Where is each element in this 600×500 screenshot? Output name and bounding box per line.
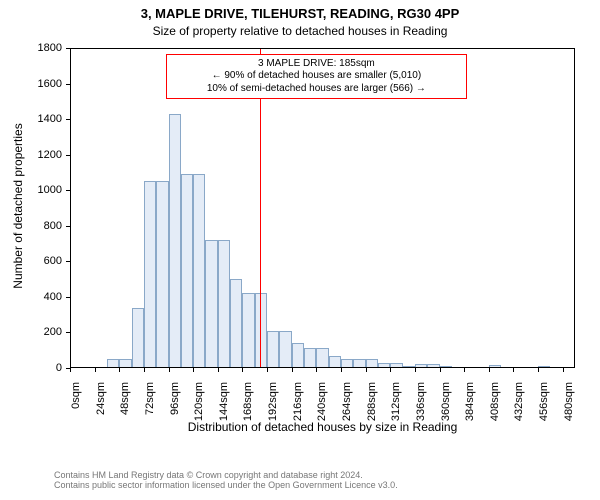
x-tick-mark [563, 368, 564, 372]
x-tick-mark [366, 368, 367, 372]
x-axis-label: Distribution of detached houses by size … [70, 420, 575, 434]
x-tick-mark [70, 368, 71, 372]
y-tick-mark [66, 119, 70, 120]
y-tick-label: 200 [0, 326, 62, 338]
x-tick-mark [242, 368, 243, 372]
x-tick-mark [144, 368, 145, 372]
y-tick-mark [66, 297, 70, 298]
y-tick-mark [66, 332, 70, 333]
y-tick-mark [66, 155, 70, 156]
y-tick-label: 1000 [0, 184, 62, 196]
x-tick-mark [95, 368, 96, 372]
y-tick-label: 800 [0, 220, 62, 232]
x-tick-mark [538, 368, 539, 372]
y-tick-mark [66, 84, 70, 85]
y-tick-mark [66, 190, 70, 191]
x-tick-mark [390, 368, 391, 372]
x-tick-mark [292, 368, 293, 372]
y-tick-mark [66, 226, 70, 227]
plot-border [70, 48, 575, 368]
y-tick-label: 1800 [0, 42, 62, 54]
x-tick-mark [316, 368, 317, 372]
x-tick-mark [218, 368, 219, 372]
y-tick-label: 0 [0, 362, 62, 374]
y-tick-label: 1200 [0, 149, 62, 161]
x-tick-mark [415, 368, 416, 372]
x-tick-mark [513, 368, 514, 372]
x-tick-mark [464, 368, 465, 372]
x-tick-mark [169, 368, 170, 372]
y-tick-mark [66, 48, 70, 49]
y-tick-label: 1600 [0, 78, 62, 90]
x-tick-mark [267, 368, 268, 372]
plot-area: 3 MAPLE DRIVE: 185sqm← 90% of detached h… [70, 48, 575, 368]
x-tick-mark [440, 368, 441, 372]
y-axis-label: Number of detached properties [11, 46, 25, 366]
chart-title: 3, MAPLE DRIVE, TILEHURST, READING, RG30… [0, 6, 600, 21]
footer-attribution: Contains HM Land Registry data © Crown c… [54, 470, 398, 490]
footer-line-2: Contains public sector information licen… [54, 480, 398, 490]
chart-subtitle: Size of property relative to detached ho… [0, 24, 600, 38]
x-tick-mark [193, 368, 194, 372]
x-tick-mark [341, 368, 342, 372]
footer-line-1: Contains HM Land Registry data © Crown c… [54, 470, 398, 480]
chart-container: 3, MAPLE DRIVE, TILEHURST, READING, RG30… [0, 0, 600, 500]
y-tick-label: 1400 [0, 113, 62, 125]
x-tick-mark [489, 368, 490, 372]
y-tick-label: 600 [0, 255, 62, 267]
x-tick-mark [119, 368, 120, 372]
y-tick-label: 400 [0, 291, 62, 303]
y-tick-mark [66, 261, 70, 262]
